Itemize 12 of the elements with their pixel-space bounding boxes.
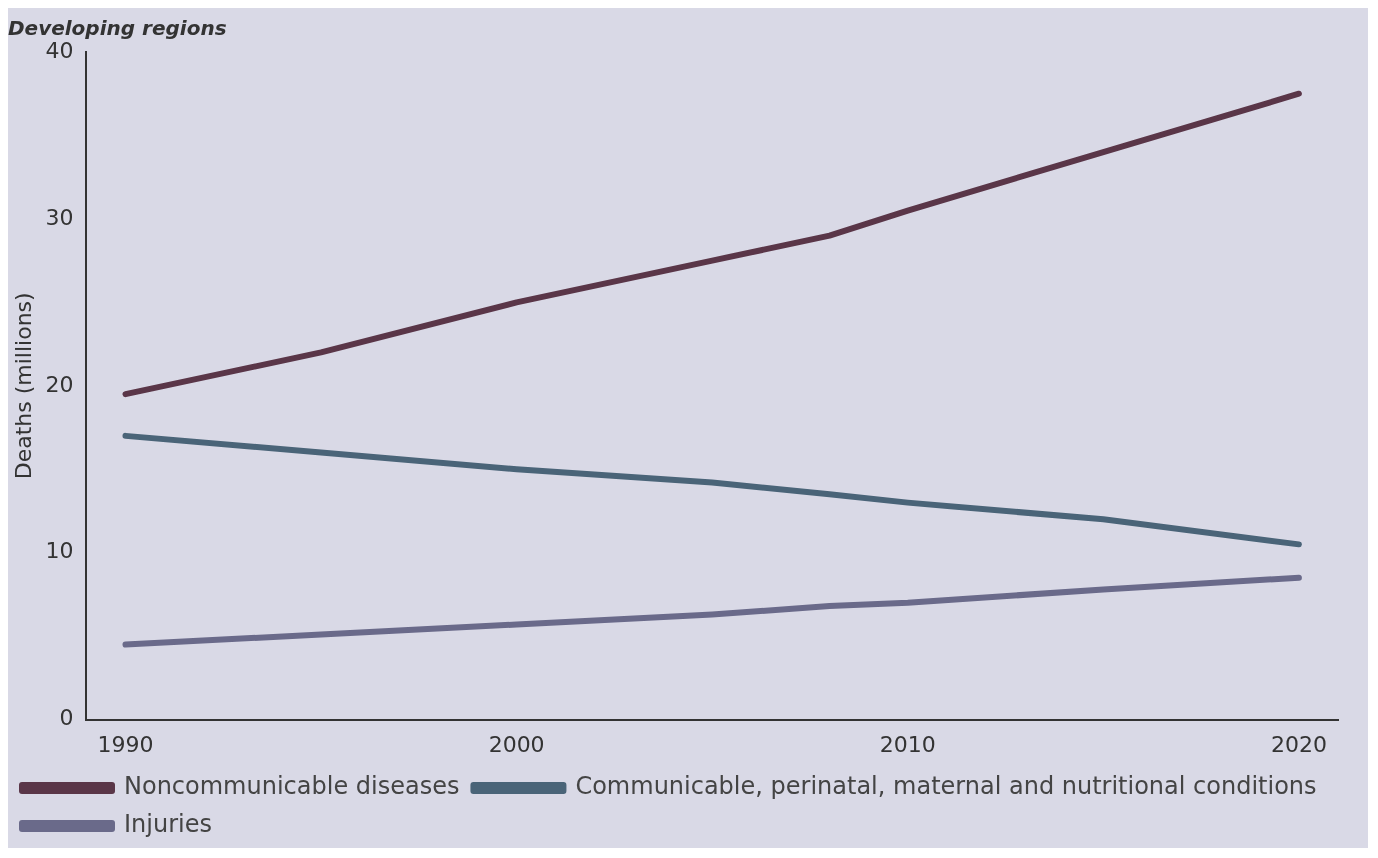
x-tick-label: 2010 [879, 731, 936, 757]
y-axis-title: Deaths (millions) [10, 292, 36, 480]
y-tick-label: 30 [45, 204, 74, 230]
legend-label: Communicable, perinatal, maternal and nutritional conditions [575, 772, 1317, 801]
y-tick-label: 20 [45, 371, 74, 397]
x-tick-label: 2000 [488, 731, 545, 757]
x-tick-label: 2020 [1270, 731, 1327, 757]
x-tick-label: 1990 [97, 731, 154, 757]
legend-label: Injuries [124, 810, 212, 839]
y-tick-label: 0 [59, 705, 74, 731]
y-tick-label: 10 [45, 538, 74, 564]
legend-label: Noncommunicable diseases [124, 772, 460, 801]
